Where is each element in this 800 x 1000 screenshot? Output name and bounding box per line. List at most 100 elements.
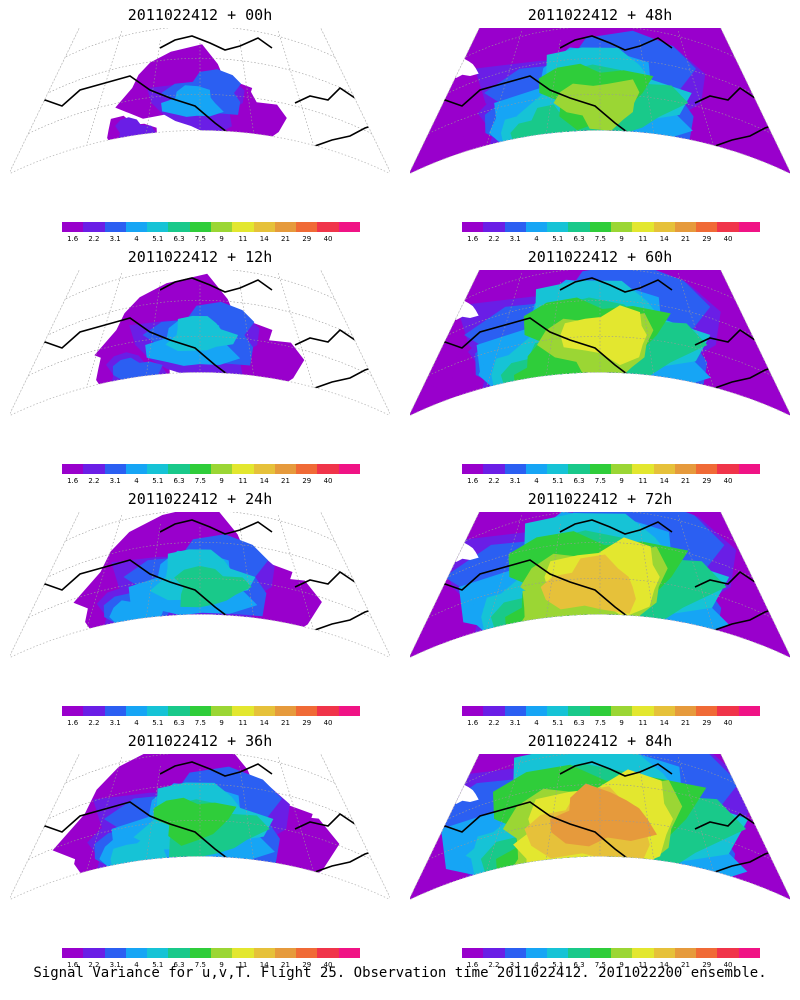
colorbar-tick-label: 40 — [323, 235, 333, 243]
colorbar-tick-label: 1.6 — [467, 719, 479, 727]
panel-title: 2011022412 + 36h — [127, 732, 273, 750]
colorbar — [462, 948, 760, 958]
colorbar-swatch — [296, 948, 318, 958]
colorbar-swatch — [296, 706, 318, 716]
colorbar-tick-label: 29 — [702, 477, 712, 485]
colorbar-swatch — [674, 706, 697, 716]
parallel-line — [65, 512, 335, 542]
colorbar-swatch — [738, 464, 760, 474]
colorbar-tick-label: 4 — [134, 477, 139, 485]
colorbar-tick-label: 6.3 — [573, 961, 585, 969]
colorbar — [62, 948, 360, 958]
colorbar-swatch — [210, 706, 233, 716]
colorbar-swatch — [610, 222, 633, 232]
colorbar-swatch — [504, 948, 526, 958]
colorbar-tick-label: 14 — [659, 235, 669, 243]
colorbar-tick-label: 6.3 — [173, 477, 185, 485]
no-data-region — [676, 150, 739, 175]
colorbar-labels: 1.6 2.2 3.1 4 5.1 6.3 7.5 9 11 14 21 29 40 — [456, 961, 766, 971]
colorbar-tick-label: 14 — [259, 719, 269, 727]
colorbar-swatch — [125, 706, 148, 716]
colorbar-swatch — [147, 948, 169, 958]
colorbar-tick-label: 2.2 — [88, 477, 100, 485]
colorbar-swatch — [317, 222, 339, 232]
colorbar-tick-label: 2.2 — [488, 477, 500, 485]
colorbar-labels: 1.6 2.2 3.1 4 5.1 6.3 7.5 9 11 14 21 29 40 — [456, 477, 766, 487]
colorbar-swatch — [738, 706, 760, 716]
colorbar-swatch — [674, 222, 697, 232]
colorbar-tick-label: 3.1 — [109, 719, 121, 727]
colorbar-swatch — [296, 464, 318, 474]
colorbar-swatch — [274, 464, 297, 474]
colorbar-swatch — [738, 222, 760, 232]
colorbar-swatch — [632, 948, 654, 958]
colorbar-tick-label: 21 — [681, 961, 690, 969]
colorbar-tick-label: 1.6 — [467, 961, 479, 969]
colorbar-swatch — [462, 706, 484, 716]
colorbar-swatch — [653, 464, 675, 474]
colorbar-swatch — [653, 948, 675, 958]
meridian-line — [69, 31, 122, 175]
colorbar-tick-label: 7.5 — [194, 477, 206, 485]
parallel-line — [465, 754, 735, 784]
meridian-line — [639, 765, 667, 901]
meridian-line — [314, 270, 390, 417]
colorbar-swatch — [232, 706, 254, 716]
colorbar-swatch — [568, 222, 590, 232]
meridian-line — [69, 273, 122, 417]
polar-map — [10, 754, 390, 901]
colorbar-swatch — [83, 948, 105, 958]
colorbar-tick-label: 29 — [302, 235, 312, 243]
colorbar-tick-label: 40 — [723, 477, 733, 485]
colorbar-swatch — [547, 948, 569, 958]
colorbar — [462, 222, 760, 232]
meridian-line — [314, 28, 390, 175]
colorbar-swatch — [62, 222, 84, 232]
colorbar-swatch — [232, 222, 254, 232]
colorbar-labels: 1.6 2.2 3.1 4 5.1 6.3 7.5 9 11 14 21 29 40 — [56, 477, 366, 487]
colorbar-swatch — [125, 948, 148, 958]
colorbar-tick-label: 21 — [681, 235, 690, 243]
colorbar-tick-label: 11 — [238, 719, 248, 727]
parallel-line — [447, 300, 753, 336]
colorbar-tick-label: 21 — [281, 961, 290, 969]
colorbar-swatch — [462, 948, 484, 958]
colorbar-tick-label: 40 — [723, 719, 733, 727]
colorbar-tick-label: 7.5 — [194, 719, 206, 727]
meridian-line — [314, 512, 390, 659]
colorbar-swatch — [232, 948, 254, 958]
map-panel: 2011022412 + 12h 1.6 2.2 3.1 4 5.1 6.3 7.5 9 11 14… — [0, 242, 400, 487]
colorbar-tick-label: 7.5 — [594, 719, 606, 727]
colorbar-swatch — [589, 222, 611, 232]
polar-map — [410, 754, 790, 901]
colorbar-swatch — [147, 464, 169, 474]
colorbar-tick-label: 6.3 — [173, 235, 185, 243]
colorbar-swatch — [274, 706, 297, 716]
colorbar-swatch — [547, 222, 569, 232]
variance-contour — [153, 797, 237, 846]
colorbar-swatch — [610, 706, 633, 716]
colorbar-tick-label: 9 — [219, 235, 224, 243]
map-panel: 2011022412 + 60h 1.6 2.2 3.1 4 5.1 6.3 7.5 9 11 14… — [400, 242, 800, 487]
no-data-region — [469, 415, 526, 417]
colorbar-tick-label: 11 — [638, 477, 648, 485]
colorbar-tick-label: 29 — [302, 719, 312, 727]
colorbar-swatch — [232, 464, 254, 474]
colorbar-swatch — [632, 706, 654, 716]
colorbar-tick-label: 3.1 — [509, 961, 521, 969]
colorbar-tick-label: 14 — [259, 961, 269, 969]
colorbar-tick-label: 4 — [134, 235, 139, 243]
colorbar-swatch — [610, 948, 633, 958]
variance-contour — [540, 554, 636, 614]
panel-title: 2011022412 + 84h — [527, 732, 673, 750]
polar-map — [10, 28, 390, 175]
colorbar-swatch — [168, 464, 190, 474]
colorbar-swatch — [125, 464, 148, 474]
colorbar-swatch — [738, 948, 760, 958]
colorbar-swatch — [125, 222, 148, 232]
colorbar-tick-label: 5.1 — [552, 961, 564, 969]
colorbar-swatch — [317, 464, 339, 474]
polar-map — [410, 512, 790, 659]
colorbar-swatch — [589, 464, 611, 474]
colorbar-swatch — [62, 464, 84, 474]
